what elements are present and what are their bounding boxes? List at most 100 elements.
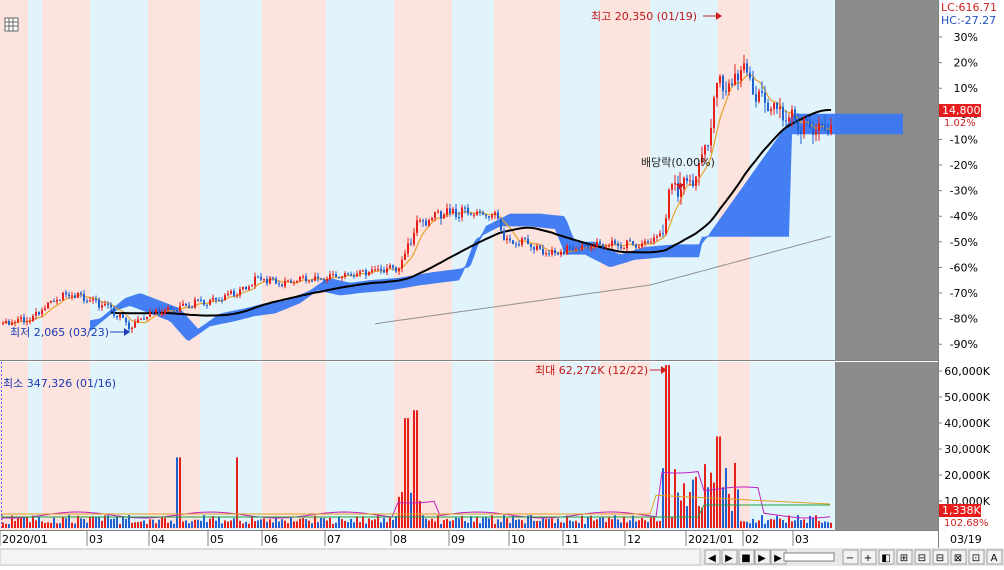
candle-body xyxy=(584,244,586,246)
volume-bar xyxy=(32,515,34,528)
candle-body xyxy=(677,183,679,197)
volume-bar xyxy=(236,457,238,528)
volume-bar xyxy=(614,515,616,528)
max-volume-label: 최대 62,272K (12/22) xyxy=(535,364,648,377)
volume-bar xyxy=(683,483,685,528)
candle-body xyxy=(335,274,337,277)
toolbar-button-label: ◧ xyxy=(881,553,890,564)
candle-body xyxy=(17,319,19,323)
candle-body xyxy=(794,109,796,122)
volume-bar xyxy=(242,523,244,528)
toolbar-button[interactable] xyxy=(754,549,771,565)
volume-bar xyxy=(176,457,178,528)
candle-body xyxy=(476,211,478,215)
toolbar-button[interactable] xyxy=(878,549,895,565)
volume-bar xyxy=(653,516,655,528)
candle-body xyxy=(509,238,511,241)
volume-bar xyxy=(440,523,442,528)
candle-body xyxy=(251,285,253,287)
candle-body xyxy=(254,276,256,286)
volume-bar xyxy=(296,521,298,528)
volume-bar xyxy=(704,464,706,528)
candle-body xyxy=(107,304,109,306)
volume-bar xyxy=(38,516,40,528)
volume-bar xyxy=(503,515,505,528)
volume-bar xyxy=(542,518,544,528)
volume-bar xyxy=(293,521,295,528)
candle-body xyxy=(518,244,520,246)
grid-icon[interactable] xyxy=(4,17,19,32)
volume-bar xyxy=(401,492,403,528)
volume-bar xyxy=(95,517,97,528)
x-tick-label: 11 xyxy=(565,533,579,546)
candle-body xyxy=(167,306,169,310)
candle-body xyxy=(704,145,706,155)
candle-body xyxy=(689,180,691,182)
volume-bar xyxy=(377,515,379,528)
horizontal-scrollbar[interactable] xyxy=(0,548,701,566)
zoom-slider[interactable] xyxy=(783,552,835,562)
volume-bar xyxy=(191,521,193,528)
toolbar-button[interactable] xyxy=(738,549,755,565)
price-tick-label: -30% xyxy=(950,185,978,198)
candle-body xyxy=(263,278,265,280)
volume-bar xyxy=(263,518,265,528)
toolbar-button[interactable] xyxy=(986,549,1003,565)
candle-body xyxy=(47,302,49,309)
volume-bar xyxy=(320,517,322,528)
candle-body xyxy=(731,83,733,85)
toolbar-button[interactable] xyxy=(914,549,931,565)
period-bands xyxy=(0,0,835,530)
volume-bar xyxy=(617,519,619,528)
volume-bar xyxy=(413,410,415,528)
volume-bar xyxy=(821,522,823,528)
volume-bar xyxy=(827,522,829,528)
candle-body xyxy=(182,303,184,306)
toolbar-button[interactable] xyxy=(842,549,859,565)
volume-bar xyxy=(536,521,538,528)
candle-body xyxy=(461,207,463,218)
candle-body xyxy=(305,276,307,281)
candle-body xyxy=(467,207,469,214)
volume-bar xyxy=(137,521,139,528)
candle-body xyxy=(188,305,190,308)
toolbar-button-label: ⊟ xyxy=(936,553,944,564)
candle-body xyxy=(173,309,175,311)
toolbar-button[interactable] xyxy=(932,549,949,565)
candle-body xyxy=(239,289,241,296)
volume-bar xyxy=(620,522,622,528)
volume-bar xyxy=(44,523,46,528)
toolbar-button[interactable] xyxy=(896,549,913,565)
volume-ma-5 xyxy=(1,471,831,520)
volume-bar xyxy=(764,523,766,528)
volume-bar xyxy=(695,476,697,528)
toolbar-button[interactable] xyxy=(860,549,877,565)
toolbar-button[interactable] xyxy=(704,549,721,565)
volume-bar xyxy=(722,487,724,528)
volume-bar xyxy=(572,521,574,528)
toolbar-button[interactable] xyxy=(721,549,738,565)
volume-bar xyxy=(455,517,457,528)
candle-body xyxy=(593,246,595,248)
volume-bars xyxy=(2,365,832,528)
volume-bar xyxy=(791,521,793,528)
candle-body xyxy=(86,300,88,302)
volume-bar xyxy=(59,523,61,528)
candle-body xyxy=(464,207,466,209)
volume-bar xyxy=(638,520,640,528)
volume-bar xyxy=(167,522,169,528)
volume-bar xyxy=(533,520,535,528)
candle-body xyxy=(44,308,46,310)
volume-band xyxy=(42,362,90,530)
grid-icon-lines xyxy=(5,18,18,31)
candle-body xyxy=(233,291,235,296)
toolbar-button[interactable] xyxy=(968,549,985,565)
volume-bar xyxy=(608,517,610,528)
volume-band xyxy=(494,362,560,530)
volume-bar xyxy=(257,520,259,528)
toolbar-button[interactable] xyxy=(950,549,967,565)
volume-band xyxy=(148,362,200,530)
volume-bar xyxy=(395,516,397,528)
candle-body xyxy=(773,102,775,110)
